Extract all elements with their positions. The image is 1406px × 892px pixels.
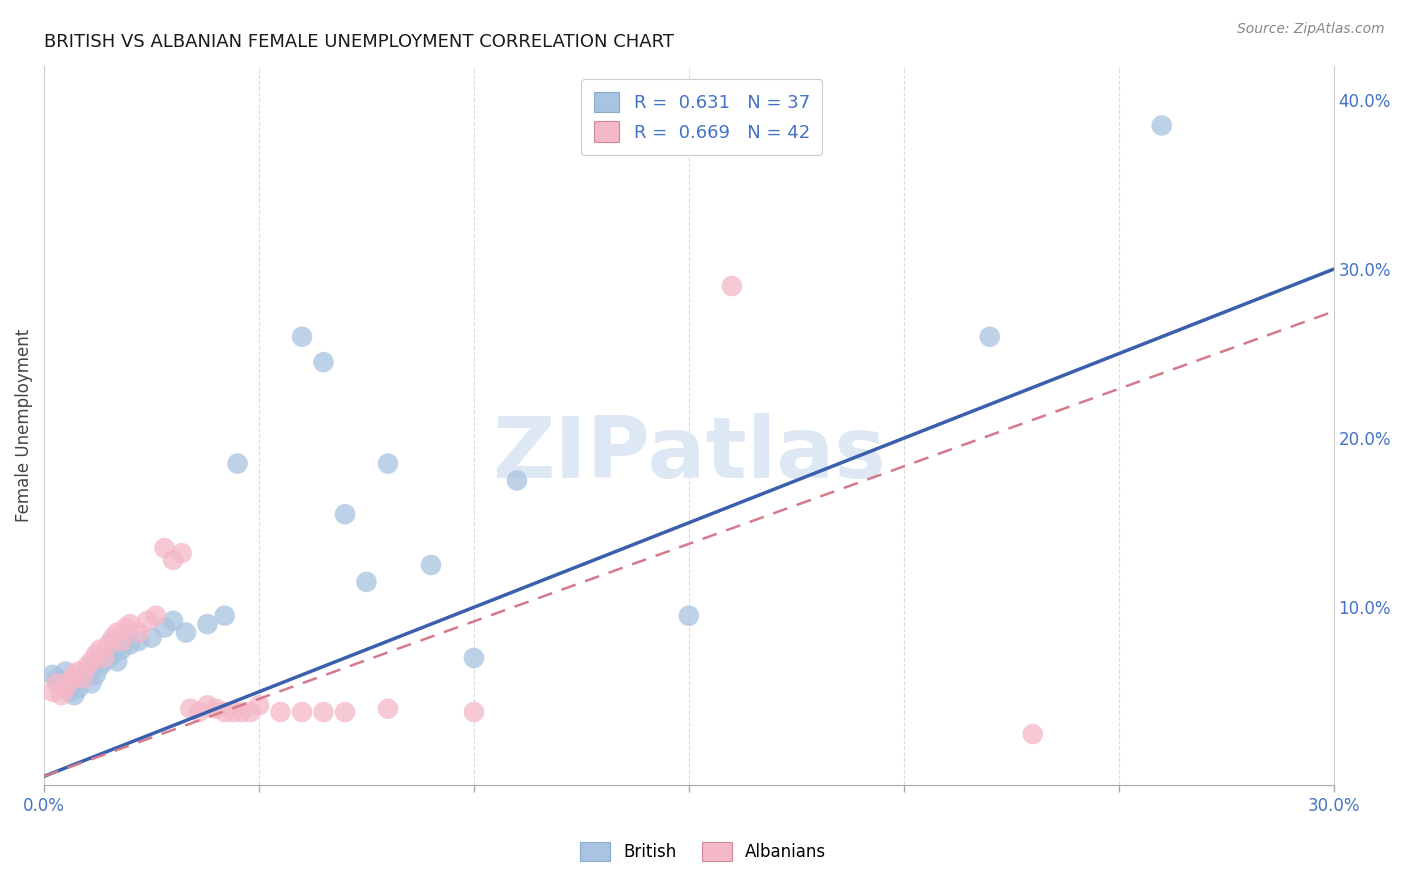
Point <box>312 355 335 369</box>
Point <box>197 617 219 632</box>
Point <box>46 676 69 690</box>
Point <box>128 634 150 648</box>
Point <box>93 654 115 668</box>
Point <box>162 614 184 628</box>
Point <box>420 558 443 572</box>
Point <box>377 457 399 471</box>
Point <box>721 279 744 293</box>
Point <box>51 688 73 702</box>
Point <box>333 705 356 719</box>
Point <box>72 671 94 685</box>
Point <box>1150 119 1173 133</box>
Point <box>105 654 128 668</box>
Point <box>153 541 176 555</box>
Point <box>214 608 236 623</box>
Point <box>101 648 124 662</box>
Point <box>128 625 150 640</box>
Point <box>97 637 120 651</box>
Point <box>136 614 159 628</box>
Point <box>333 508 356 522</box>
Point <box>76 665 98 679</box>
Point <box>506 474 529 488</box>
Point <box>291 330 314 344</box>
Point <box>270 705 292 719</box>
Point <box>105 625 128 640</box>
Point <box>162 553 184 567</box>
Point <box>205 701 228 715</box>
Point <box>197 698 219 713</box>
Point <box>187 705 209 719</box>
Point <box>110 642 132 657</box>
Text: Source: ZipAtlas.com: Source: ZipAtlas.com <box>1237 22 1385 37</box>
Point <box>141 631 163 645</box>
Point <box>145 608 167 623</box>
Point <box>63 688 86 702</box>
Point <box>101 631 124 645</box>
Point <box>67 665 90 679</box>
Point <box>239 705 262 719</box>
Point <box>41 685 63 699</box>
Point <box>170 546 193 560</box>
Y-axis label: Female Unemployment: Female Unemployment <box>15 329 32 522</box>
Legend: British, Albanians: British, Albanians <box>574 835 832 868</box>
Point <box>291 705 314 719</box>
Point <box>89 659 111 673</box>
Point <box>174 625 197 640</box>
Point <box>46 671 69 685</box>
Point <box>84 648 107 662</box>
Point <box>231 705 253 719</box>
Point <box>51 676 73 690</box>
Point <box>179 701 201 715</box>
Point <box>463 705 485 719</box>
Point <box>67 681 90 696</box>
Point <box>110 634 132 648</box>
Point <box>59 685 82 699</box>
Legend: R =  0.631   N = 37, R =  0.669   N = 42: R = 0.631 N = 37, R = 0.669 N = 42 <box>581 78 823 155</box>
Text: ZIPatlas: ZIPatlas <box>492 413 886 496</box>
Point <box>55 681 77 696</box>
Point <box>72 671 94 685</box>
Point <box>84 668 107 682</box>
Point <box>463 651 485 665</box>
Point <box>214 705 236 719</box>
Point <box>55 665 77 679</box>
Point <box>979 330 1001 344</box>
Point <box>93 651 115 665</box>
Point <box>312 705 335 719</box>
Point <box>226 457 249 471</box>
Point <box>80 654 103 668</box>
Point <box>222 705 245 719</box>
Point <box>153 621 176 635</box>
Point <box>114 621 136 635</box>
Point <box>80 676 103 690</box>
Point <box>356 574 378 589</box>
Point <box>377 701 399 715</box>
Point <box>120 637 142 651</box>
Text: BRITISH VS ALBANIAN FEMALE UNEMPLOYMENT CORRELATION CHART: BRITISH VS ALBANIAN FEMALE UNEMPLOYMENT … <box>44 33 673 51</box>
Point <box>59 674 82 689</box>
Point <box>41 668 63 682</box>
Point <box>76 659 98 673</box>
Point <box>97 651 120 665</box>
Point <box>120 617 142 632</box>
Point <box>63 668 86 682</box>
Point <box>678 608 700 623</box>
Point <box>1022 727 1045 741</box>
Point <box>247 698 270 713</box>
Point <box>89 642 111 657</box>
